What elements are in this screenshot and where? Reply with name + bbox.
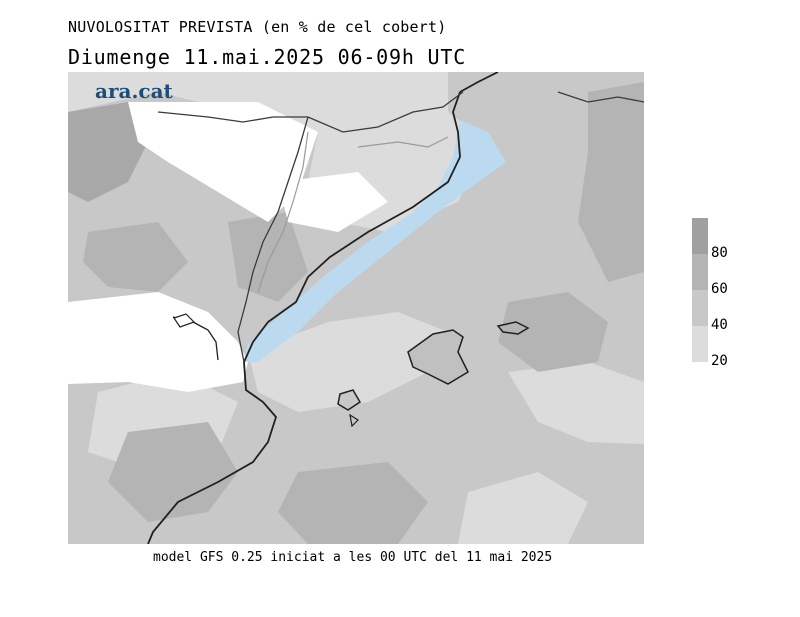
coastline xyxy=(147,91,461,544)
legend-swatch-very-high xyxy=(692,218,708,254)
regional-border xyxy=(357,136,449,148)
border-line xyxy=(557,91,644,103)
legend-tick-40: 40 xyxy=(711,317,728,333)
forecast-date: Diumenge 11.mai.2025 06-09h UTC xyxy=(68,45,467,69)
chart-title: NUVOLOSITAT PREVISTA (en % de cel cobert… xyxy=(68,18,447,36)
precip-highlight-band xyxy=(244,120,506,362)
formentera-island xyxy=(349,413,359,428)
clear-sky-region xyxy=(128,102,318,222)
coastal-island xyxy=(173,313,196,328)
light-cloud-region xyxy=(248,312,448,412)
map-svg xyxy=(68,72,644,544)
light-cloud-region xyxy=(458,472,588,544)
cloud-cover-legend: 80 60 40 20 xyxy=(692,218,752,369)
coastline-north xyxy=(459,72,499,93)
dense-cloud-region xyxy=(228,212,308,302)
border-line xyxy=(157,91,464,133)
dense-cloud-region xyxy=(83,222,188,292)
light-cloud-region xyxy=(508,362,644,444)
dense-cloud-region xyxy=(498,292,608,372)
border-line xyxy=(237,116,309,363)
legend-swatch-high xyxy=(692,254,708,290)
legend-tick-80: 80 xyxy=(711,245,728,261)
legend-swatch-mid xyxy=(692,290,708,326)
eivissa-island xyxy=(337,389,362,411)
menorca-island xyxy=(496,321,530,335)
legend-swatch-low xyxy=(692,326,708,362)
cloud-cover-map xyxy=(68,72,644,544)
legend-tick-20: 20 xyxy=(711,353,728,369)
mallorca-island xyxy=(407,329,469,385)
legend-tick-60: 60 xyxy=(711,281,728,297)
dense-cloud-region xyxy=(108,422,238,522)
dense-cloud-region xyxy=(68,102,148,202)
dense-cloud-region xyxy=(578,82,644,282)
ara-cat-logo: ara.cat xyxy=(95,79,173,103)
model-run-caption: model GFS 0.25 iniciat a les 00 UTC del … xyxy=(153,550,553,565)
dense-cloud-region xyxy=(278,462,428,544)
clear-sky-region xyxy=(68,292,248,392)
clear-sky-region xyxy=(278,172,388,232)
regional-border xyxy=(257,131,309,293)
